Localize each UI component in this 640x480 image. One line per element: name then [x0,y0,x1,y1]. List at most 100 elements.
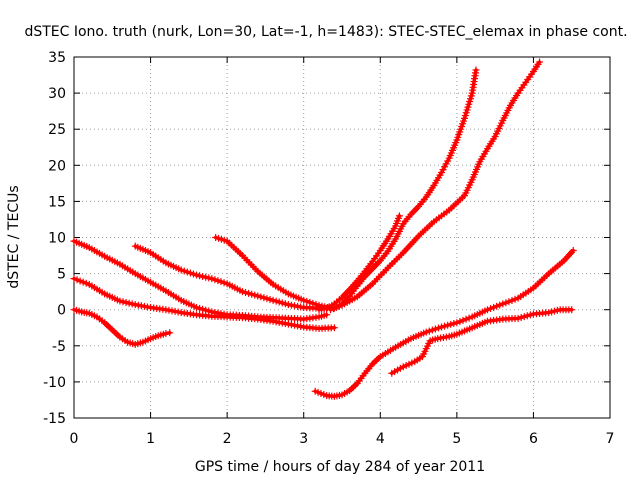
data-point [330,324,338,332]
data-point [520,313,528,321]
data-series [131,242,331,312]
data-point [257,293,265,301]
data-point [438,323,446,331]
data-point [523,312,531,320]
data-point [166,329,174,337]
data-point [248,290,256,298]
data-point [211,276,219,284]
data-point [220,279,228,287]
x-tick-label: 2 [223,431,232,447]
y-tick-label: 10 [48,231,66,247]
data-point [205,307,213,315]
data-point [193,304,201,312]
data-point [441,322,449,330]
x-tick-label: 0 [70,431,79,447]
data-point [300,296,308,304]
data-point [493,302,501,310]
y-tick-label: -10 [43,375,66,391]
data-point [272,297,280,305]
data-point [70,275,78,283]
x-tick-label: 1 [146,431,155,447]
data-point [254,292,262,300]
data-point [505,298,513,306]
data-point [177,266,185,274]
data-point [202,273,210,281]
data-point [422,328,430,336]
data-point [202,306,210,314]
data-point [395,212,403,220]
data-point [487,305,495,313]
y-tick-label: 25 [48,122,66,138]
data-series [70,275,338,332]
x-tick-label: 3 [299,431,308,447]
data-point [180,267,188,275]
data-points [70,58,577,400]
data-point [502,299,510,307]
data-point [514,314,522,322]
data-point [242,289,250,297]
data-point [536,58,544,66]
chart-title: dSTEC Iono. truth (nurk, Lon=30, Lat=-1,… [24,24,627,40]
data-point [450,320,458,328]
axis-ticks: 0 1 2 3 4 5 6 7 -15 -10 -5 0 5 10 15 20 25 30 35 [43,50,614,447]
data-point [462,315,470,323]
data-point [199,272,207,280]
data-point [278,299,286,307]
data-series [70,306,174,348]
series-trace [72,276,337,331]
series-trace [390,307,574,375]
data-point [428,326,436,334]
data-point [499,300,507,308]
data-point [496,301,504,309]
data-series [388,306,576,377]
data-point [183,268,191,276]
data-point [193,271,201,279]
grid [74,57,610,418]
data-point [116,297,124,305]
y-tick-label: 5 [57,267,66,283]
y-tick-label: 35 [48,50,66,66]
data-point [309,299,317,307]
data-point [122,298,130,306]
data-point [511,295,519,303]
y-tick-label: 0 [57,303,66,319]
data-point [199,305,207,313]
data-point [569,246,577,254]
data-point [425,327,433,335]
data-point [82,279,90,287]
series-trace [332,68,478,311]
data-point [434,324,442,332]
y-tick-label: 30 [48,86,66,102]
data-point [119,298,127,306]
data-point [306,298,314,306]
data-point [517,313,525,321]
data-series [70,237,331,323]
data-point [281,300,289,308]
data-series [315,212,403,314]
x-tick-label: 7 [606,431,615,447]
data-point [263,295,271,303]
data-point [483,306,491,314]
x-tick-label: 5 [452,431,461,447]
data-point [238,288,246,296]
data-point [490,303,498,311]
x-tick-label: 6 [529,431,538,447]
data-point [128,300,136,308]
data-point [269,296,277,304]
data-point [312,300,320,308]
data-series [327,58,544,314]
data-series [330,66,480,312]
data-point [251,291,259,299]
data-point [444,321,452,329]
data-point [508,296,516,304]
data-point [526,311,534,319]
data-point [76,277,84,285]
y-tick-label: 15 [48,194,66,210]
y-axis-label: dSTEC / TECUs [6,185,22,288]
data-point [456,318,464,326]
data-point [73,276,81,284]
x-axis-label: GPS time / hours of day 284 of year 2011 [195,459,485,475]
data-point [217,278,225,286]
data-point [208,275,216,283]
